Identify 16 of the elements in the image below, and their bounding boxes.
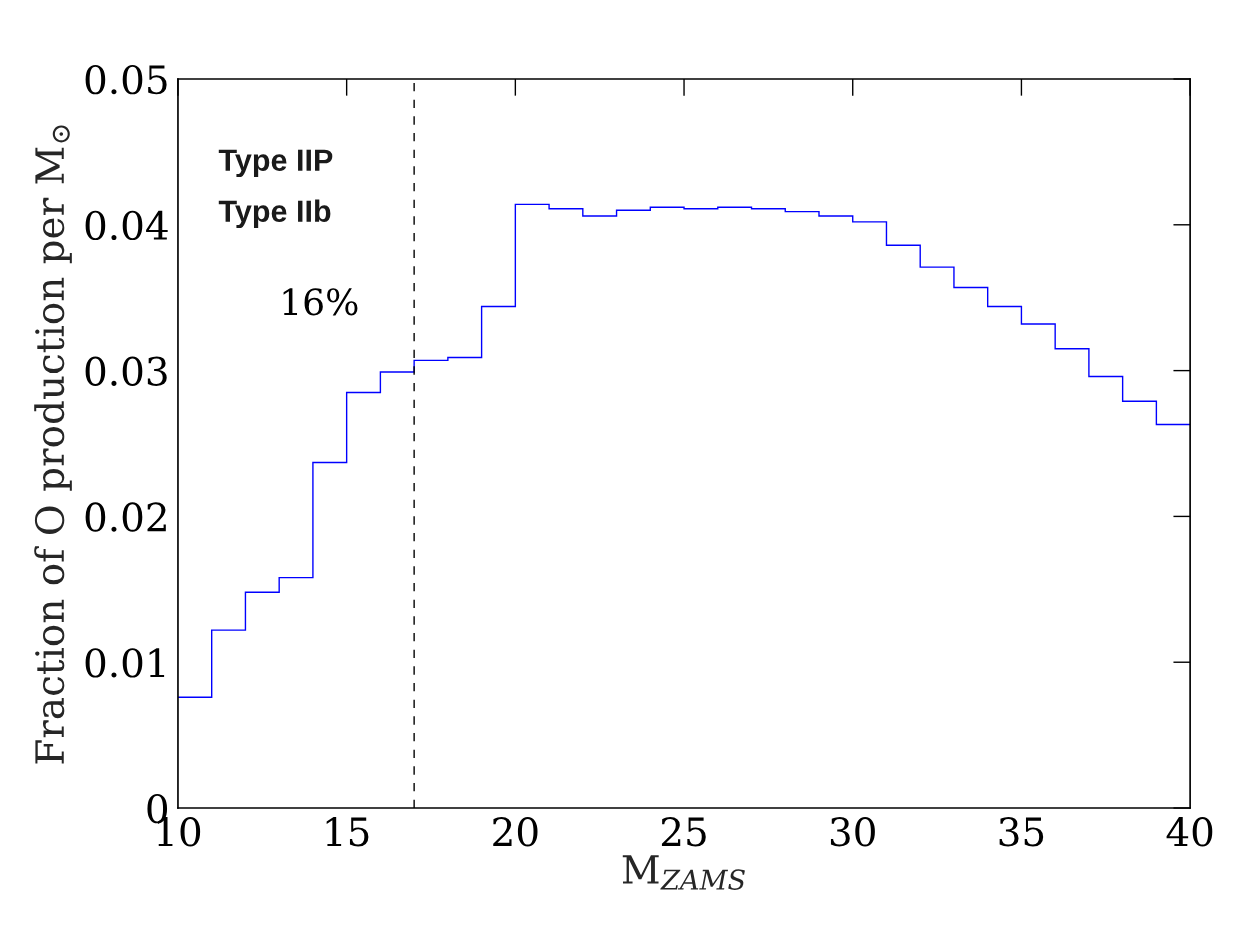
- x-tick-label: 15: [326, 817, 369, 847]
- y-tick-label: 0.02: [85, 502, 166, 532]
- y-tick-label: 0.03: [85, 356, 167, 386]
- x-tick-label: 20: [493, 817, 538, 847]
- x-tick-label: 30: [830, 817, 875, 847]
- annotation: 16%: [283, 288, 358, 316]
- y-tick-label: 0.05: [85, 64, 167, 95]
- annotation: Type IIP: [218, 149, 333, 178]
- y-tick-label: 0.01: [85, 648, 165, 678]
- x-tick-label: 40: [1166, 817, 1213, 847]
- x-tick-label: 35: [999, 817, 1044, 847]
- x-tick-label: 25: [661, 817, 706, 847]
- x-axis-title: M$_{ZAMS}$: [622, 855, 745, 890]
- annotation: Type IIb: [218, 199, 331, 229]
- y-axis-title: Fraction of O production per M$_{⊙}$: [34, 125, 72, 764]
- y-tick-label: 0.04: [85, 210, 168, 241]
